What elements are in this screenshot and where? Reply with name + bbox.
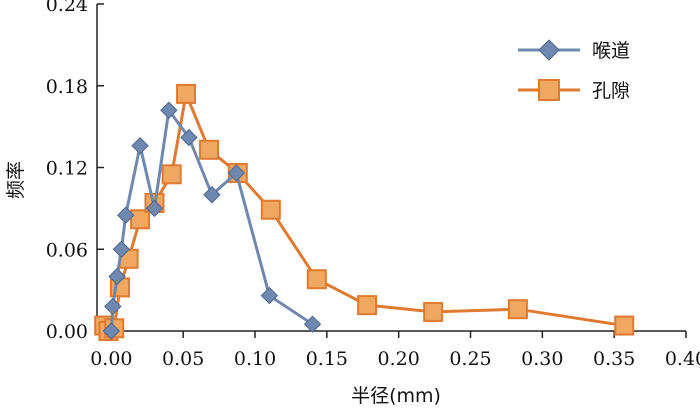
data-point-throat xyxy=(145,199,164,218)
x-tick-label: 0.30 xyxy=(521,348,563,370)
data-point-throat xyxy=(108,267,126,286)
data-point-throat xyxy=(112,240,131,258)
data-point-throat xyxy=(180,128,198,147)
data-point-throat xyxy=(160,101,178,119)
y-tick-label: 0.00 xyxy=(46,321,88,343)
series-throat xyxy=(102,101,322,340)
x-tick-label: 0.05 xyxy=(162,348,204,370)
y-tick-label: 0.24 xyxy=(46,0,88,16)
data-point-pore xyxy=(130,209,151,230)
series-pore xyxy=(94,83,635,341)
legend-label-throat: 喉道 xyxy=(592,40,630,62)
data-point-pore xyxy=(260,199,281,220)
data-point-pore xyxy=(507,299,528,320)
data-point-throat xyxy=(227,164,246,182)
y-tick-label: 0.06 xyxy=(46,239,88,261)
series-layer xyxy=(94,83,635,341)
data-point-pore xyxy=(199,139,220,160)
data-point-pore xyxy=(161,164,182,185)
legend-label-pore: 孔隙 xyxy=(592,80,630,102)
data-point-pore xyxy=(423,301,444,322)
x-tick-label: 0.20 xyxy=(378,348,420,370)
y-tick-label: 0.18 xyxy=(46,76,88,98)
x-tick-label: 0.40 xyxy=(665,348,700,370)
legend-marker-throat xyxy=(538,39,560,61)
x-tick-label: 0.00 xyxy=(90,348,132,370)
legend-marker-pore xyxy=(538,79,560,101)
data-point-throat xyxy=(260,286,279,305)
data-point-throat xyxy=(102,322,121,340)
data-point-throat xyxy=(303,315,322,333)
x-tick-label: 0.35 xyxy=(593,348,635,370)
x-tick-label: 0.10 xyxy=(234,348,276,370)
y-tick-label: 0.12 xyxy=(46,158,88,180)
x-axis-title: 半径(mm) xyxy=(351,385,441,407)
x-tick-label: 0.15 xyxy=(306,348,348,370)
data-point-throat xyxy=(117,206,135,224)
data-point-pore xyxy=(614,315,635,336)
x-tick-label: 0.25 xyxy=(449,348,491,370)
data-point-throat xyxy=(131,136,149,155)
y-axis-title: 频率 xyxy=(5,161,27,199)
tick-labels: 0.00 0.05 0.10 0.15 0.20 0.25 0.30 0.35 0.40 0.00… xyxy=(46,0,700,370)
data-point-throat xyxy=(104,297,122,316)
data-point-throat xyxy=(203,186,221,204)
data-point-pore xyxy=(306,269,327,290)
data-point-pore xyxy=(357,295,378,316)
data-point-pore xyxy=(176,83,197,104)
